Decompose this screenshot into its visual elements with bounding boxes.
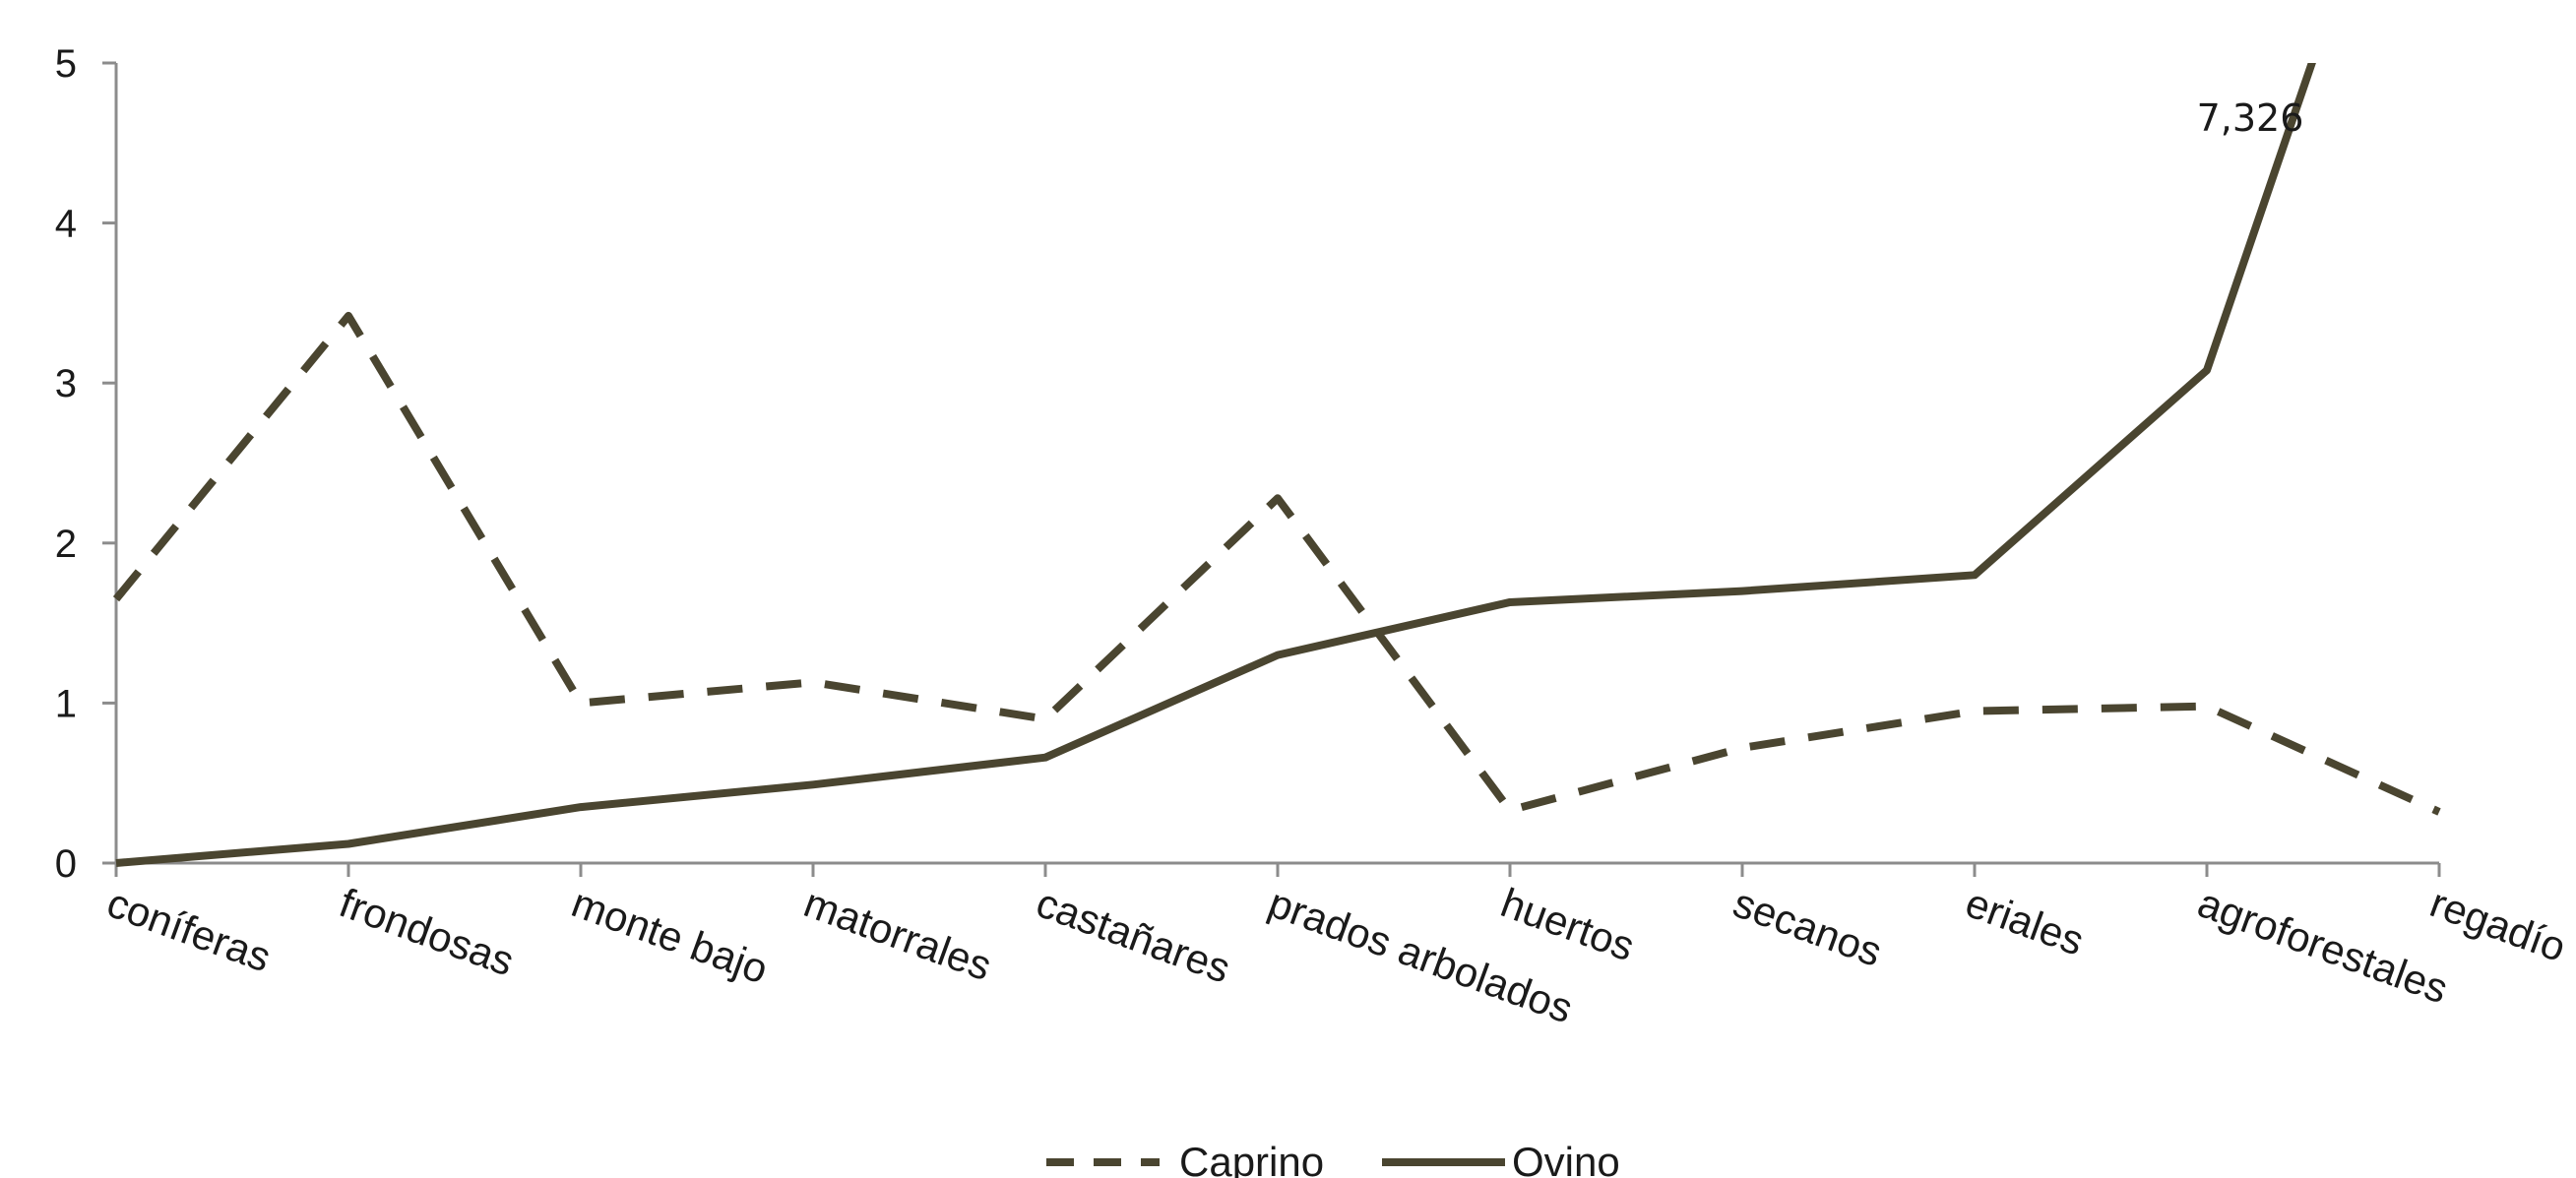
annotation-layer: 7,326 [2197, 96, 2304, 140]
x-axis: coníferas frondosas monte bajo matorrales ca… [101, 861, 2572, 1031]
series-layer [112, 63, 2442, 867]
x-tick-label: frondosas [334, 879, 520, 984]
chart-legend: Caprino Ovino [1046, 1139, 1620, 1178]
y-tick-label: 4 [55, 203, 77, 246]
data-point-ovino [1739, 589, 1745, 594]
x-tick-label: castañares [1031, 879, 1236, 991]
data-point-caprino [1507, 807, 1513, 813]
y-tick-label: 3 [55, 362, 77, 405]
data-point-caprino [346, 313, 351, 319]
data-point-ovino [346, 840, 351, 846]
series-line-caprino [112, 311, 2441, 816]
data-point-caprino [578, 700, 584, 706]
x-tick-label: secanos [1728, 879, 1888, 975]
y-tick-label: 0 [55, 842, 77, 886]
data-point-caprino [810, 679, 816, 685]
x-tick-label: monte bajo [566, 879, 774, 992]
x-tick-label: agroforestales [2192, 879, 2454, 1012]
x-tick-label: eriales [1960, 879, 2090, 963]
legend-label-ovino: Ovino [1512, 1139, 1620, 1178]
data-point-caprino [2436, 809, 2442, 815]
x-tick-label: regadío [2424, 879, 2572, 970]
data-point-caprino [1739, 745, 1745, 751]
y-tick-label: 2 [55, 523, 77, 566]
series-line-ovino [115, 63, 2316, 867]
data-point-caprino [113, 596, 119, 602]
y-tick-label: 5 [55, 42, 77, 86]
data-point-ovino [1042, 755, 1048, 761]
y-axis: 0 1 2 3 4 5 [55, 42, 118, 886]
y-tick-label: 1 [55, 682, 77, 725]
data-point-ovino [1275, 652, 1281, 658]
data-point-ovino [578, 804, 584, 810]
x-tick-label: huertos [1495, 879, 1641, 969]
x-tick-label: matorrales [798, 879, 998, 989]
x-tick-label: coníferas [101, 879, 277, 980]
data-point-caprino [1042, 716, 1048, 722]
data-point-caprino [1972, 709, 1978, 714]
data-point-caprino [1275, 495, 1281, 501]
data-point-ovino [2204, 367, 2210, 373]
legend-label-caprino: Caprino [1179, 1139, 1324, 1178]
data-point-ovino [113, 860, 119, 866]
data-point-ovino [1972, 572, 1978, 578]
data-label-annotation: 7,326 [2197, 96, 2304, 140]
data-point-ovino [1507, 599, 1513, 605]
data-point-ovino [810, 781, 816, 787]
data-point-caprino [2204, 704, 2210, 710]
